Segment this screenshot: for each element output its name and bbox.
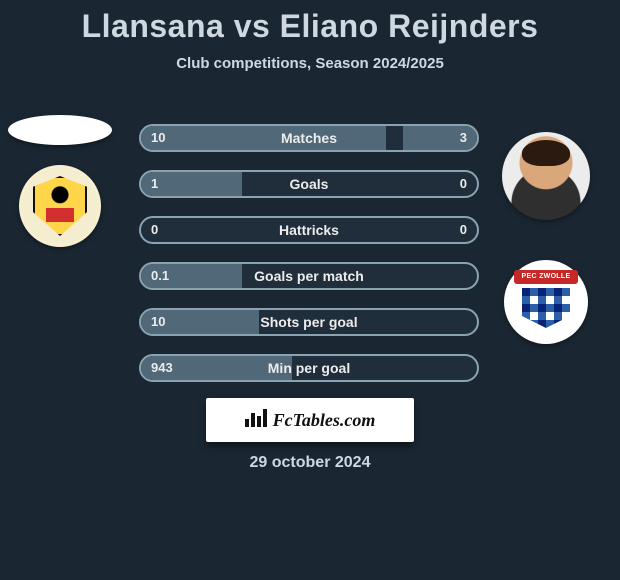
date-text: 29 october 2024 xyxy=(0,454,620,472)
subtitle: Club competitions, Season 2024/2025 xyxy=(0,55,620,72)
stat-row: 10Shots per goal xyxy=(139,308,479,336)
stat-row: 0.1Goals per match xyxy=(139,262,479,290)
club-badge-right-ribbon: PEC ZWOLLE xyxy=(514,270,578,284)
branding-text: FcTables.com xyxy=(273,410,376,431)
stat-row: 00Hattricks xyxy=(139,216,479,244)
stat-label: Goals per match xyxy=(141,264,477,288)
club-badge-right-pattern xyxy=(522,288,570,328)
branding-logo-icon xyxy=(245,409,267,432)
left-player-column xyxy=(8,115,112,247)
stat-label: Shots per goal xyxy=(141,310,477,334)
stat-row: 10Goals xyxy=(139,170,479,198)
club-badge-right: PEC ZWOLLE xyxy=(504,260,588,344)
stat-row: 103Matches xyxy=(139,124,479,152)
stat-label: Matches xyxy=(141,126,477,150)
right-player-column: PEC ZWOLLE xyxy=(504,132,588,344)
stat-label: Hattricks xyxy=(141,218,477,242)
player-right-avatar xyxy=(502,132,590,220)
stat-label: Min per goal xyxy=(141,356,477,380)
stat-label: Goals xyxy=(141,172,477,196)
comparison-bars: 103Matches 10Goals 00Hattricks 0.1Goals per… xyxy=(139,124,479,382)
stat-row: 943Min per goal xyxy=(139,354,479,382)
club-badge-left xyxy=(19,165,101,247)
page-title: Llansana vs Eliano Reijnders xyxy=(0,0,620,45)
player-left-avatar-placeholder xyxy=(8,115,112,145)
branding-badge: FcTables.com xyxy=(206,398,414,442)
